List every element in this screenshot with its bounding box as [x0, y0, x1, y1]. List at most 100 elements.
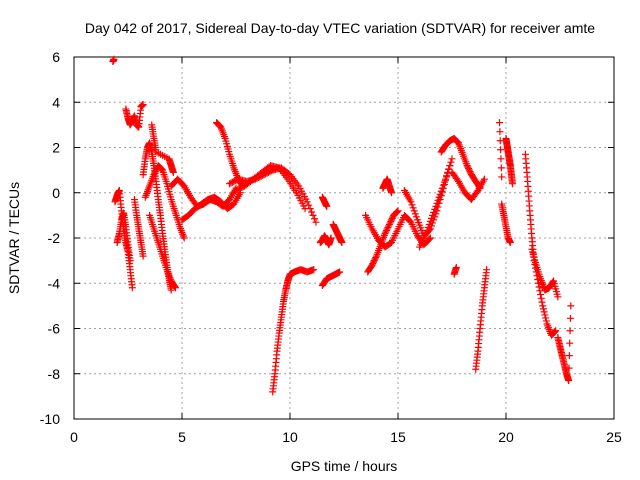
data-point	[496, 119, 504, 127]
data-point	[434, 196, 442, 204]
data-point	[336, 268, 344, 276]
data-point	[554, 293, 562, 301]
data-point	[425, 220, 433, 228]
data-point	[157, 165, 165, 173]
data-point	[445, 165, 453, 173]
data-point	[463, 162, 471, 170]
data-point	[464, 163, 472, 171]
data-point	[425, 235, 433, 243]
data-point	[443, 172, 451, 180]
data-point	[549, 278, 557, 286]
data-point	[552, 327, 560, 335]
data-point	[151, 169, 159, 177]
data-point	[382, 226, 390, 234]
x-tick-label: 25	[606, 429, 622, 445]
data-point	[447, 158, 455, 166]
data-point	[424, 223, 432, 231]
data-point	[480, 175, 488, 183]
y-tick-label: 0	[52, 185, 60, 201]
data-point	[422, 229, 430, 237]
data-point	[385, 222, 393, 230]
grid	[74, 57, 614, 419]
data-point	[323, 202, 331, 210]
data-point	[497, 164, 505, 172]
y-tick-label: -2	[48, 230, 61, 246]
data-point	[411, 210, 419, 218]
data-point	[128, 284, 136, 292]
data-point	[381, 229, 389, 237]
data-point	[310, 215, 318, 223]
data-point	[308, 208, 316, 216]
data-point	[430, 208, 438, 216]
data-point	[448, 155, 456, 163]
data-point	[180, 234, 188, 242]
data-point	[438, 184, 446, 192]
data-point	[309, 211, 317, 219]
data-point	[436, 190, 444, 198]
axis-ticks	[73, 56, 615, 420]
y-tick-label: -4	[48, 275, 61, 291]
data-point	[431, 205, 439, 213]
data-point	[368, 261, 376, 269]
x-axis-label: GPS time / hours	[291, 458, 398, 474]
data-point	[437, 187, 445, 195]
data-point	[407, 198, 415, 206]
data-point	[542, 317, 550, 325]
data-point	[151, 168, 159, 176]
data-point	[171, 283, 179, 291]
data-point	[565, 377, 573, 385]
data-point	[412, 213, 420, 221]
data-point	[567, 302, 575, 310]
data-point	[305, 201, 313, 209]
data-point	[394, 207, 402, 215]
data-point	[372, 254, 380, 262]
data-point	[498, 173, 506, 181]
y-tick-label: 2	[52, 140, 60, 156]
data-point	[442, 175, 450, 183]
x-tick-label: 0	[70, 429, 78, 445]
data-point	[371, 255, 379, 263]
data-point	[506, 239, 514, 247]
data-point	[435, 193, 443, 201]
data-point	[439, 181, 447, 189]
x-tick-label: 20	[498, 429, 514, 445]
y-tick-labels: -10 -8 -6 -4 -2 0 2 4 6	[40, 49, 60, 427]
data-point	[565, 352, 573, 360]
x-tick-label: 5	[178, 429, 186, 445]
data-point	[158, 165, 166, 173]
data-point	[429, 211, 437, 219]
data-point	[387, 217, 395, 225]
data-point	[150, 171, 158, 179]
data-point	[139, 252, 147, 260]
data-point	[423, 226, 431, 234]
data-point	[408, 201, 416, 209]
data-point	[426, 234, 434, 242]
data-point	[388, 216, 396, 224]
data-point	[382, 228, 390, 236]
data-point	[312, 218, 320, 226]
data-point	[550, 328, 558, 336]
data-point	[566, 327, 574, 335]
data-point	[541, 311, 549, 319]
data-point	[370, 257, 378, 265]
data-point	[427, 214, 435, 222]
data-point	[152, 166, 160, 174]
data-point	[452, 263, 460, 271]
data-point	[410, 207, 418, 215]
data-point	[536, 287, 544, 295]
data-point	[535, 283, 543, 291]
data-point	[508, 180, 516, 188]
data-point	[433, 199, 441, 207]
y-tick-label: -8	[48, 366, 61, 382]
y-tick-label: -6	[48, 321, 61, 337]
data-point	[440, 178, 448, 186]
y-axis-label: SDTVAR / TECUs	[6, 182, 22, 294]
x-tick-labels: 0 5 10 15 20 25	[70, 429, 622, 445]
data-point	[566, 339, 574, 347]
data-point	[110, 55, 118, 63]
data-point	[465, 165, 473, 173]
data-point	[465, 166, 473, 174]
data-point	[540, 308, 548, 316]
data-point	[496, 128, 504, 136]
data-point	[446, 162, 454, 170]
